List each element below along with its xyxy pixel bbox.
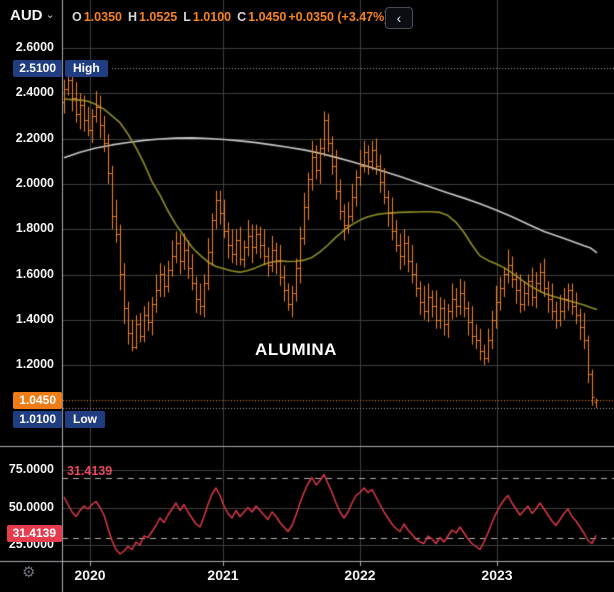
rsi-tick: 75.0000 (8, 462, 54, 476)
rsi-value-badge: 31.4139 (6, 525, 62, 542)
high-tag: High (65, 60, 108, 77)
chevron-left-icon: ‹ (396, 9, 402, 26)
price-tick: 1.2000 (15, 357, 54, 371)
high-price-badge: 2.5100 (13, 60, 62, 77)
low-value: 1.0100 (192, 10, 232, 24)
change-value: +0.0350 (+3.47%) (288, 10, 389, 24)
indicator-value-label: 31.4139 (67, 464, 113, 478)
ohlc-legend: O 1.0350 H 1.0525 L 1.0100 C 1.0450 +0.0350 (+3.… (72, 10, 388, 24)
year-label: 2022 (344, 567, 376, 583)
gear-icon[interactable]: ⚙ (22, 564, 36, 581)
symbol-label: AUD (10, 7, 43, 24)
price-tick: 2.0000 (15, 176, 54, 190)
close-value: 1.0450 (248, 10, 287, 24)
year-label: 2020 (74, 567, 106, 583)
open-value: 1.0350 (83, 10, 122, 24)
open-label: O (72, 10, 82, 24)
year-label: 2021 (207, 567, 239, 583)
low-label: L (183, 10, 191, 24)
price-tick: 1.4000 (15, 312, 54, 326)
high-label: H (127, 10, 137, 24)
collapse-legend-button[interactable]: ‹ (385, 7, 413, 29)
chevron-down-icon: ⌄ (45, 9, 55, 21)
price-tick: 1.6000 (15, 267, 54, 281)
price-tick: 2.6000 (15, 40, 54, 54)
high-value: 1.0525 (139, 10, 178, 24)
low-tag: Low (65, 411, 105, 428)
close-label: C (237, 10, 247, 24)
symbol-selector[interactable]: AUD ⌄ (10, 7, 55, 24)
price-tick: 1.8000 (15, 221, 54, 235)
current-price-badge: 1.0450 (13, 392, 62, 409)
watermark: ALUMINA (255, 340, 337, 359)
rsi-tick: 50.0000 (8, 500, 54, 514)
low-price-badge: 1.0100 (13, 411, 62, 428)
year-label: 2023 (481, 567, 513, 583)
price-tick: 2.4000 (15, 85, 54, 99)
price-tick: 2.2000 (15, 131, 54, 145)
